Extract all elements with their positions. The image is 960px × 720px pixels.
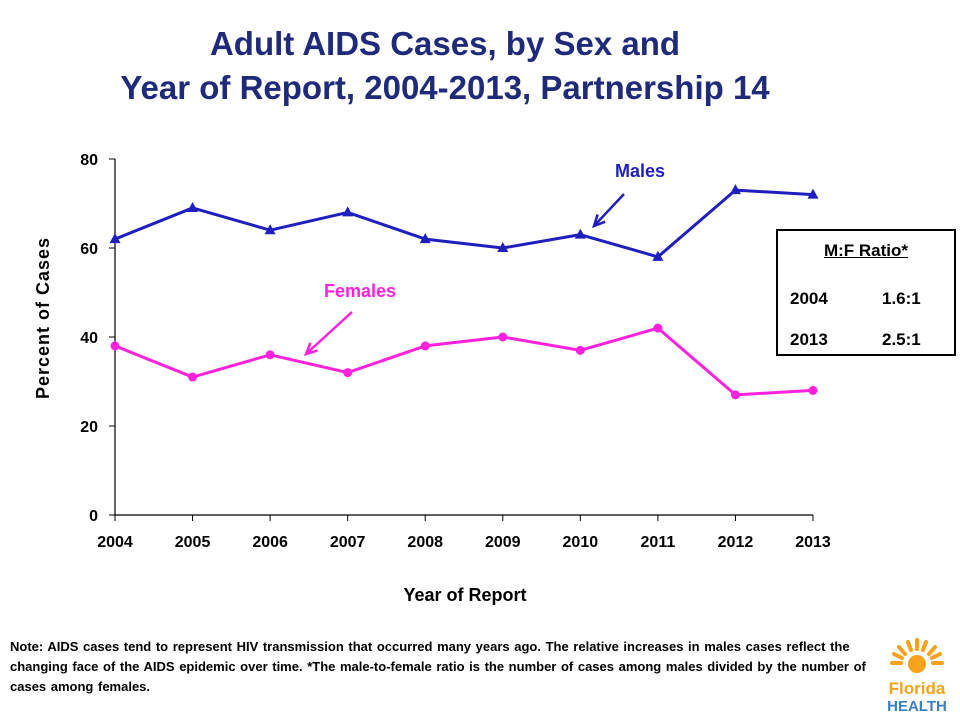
sun-icon bbox=[890, 638, 944, 673]
males-annotation-arrow bbox=[593, 193, 625, 227]
males-point bbox=[342, 206, 354, 217]
y-tick-label: 40 bbox=[80, 330, 98, 347]
males-point bbox=[497, 242, 509, 252]
females-point bbox=[498, 332, 508, 342]
mf-ratio-box: M:F Ratio* 2004 1.6:1 2013 2.5:1 bbox=[776, 229, 956, 356]
x-tick-label: 2009 bbox=[485, 534, 521, 551]
x-tick-label: 2011 bbox=[641, 534, 676, 551]
chart-title-line-2: Year of Report, 2004-2013, Partnership 1… bbox=[120, 69, 770, 106]
males-point bbox=[807, 188, 819, 199]
females-point bbox=[653, 323, 663, 333]
females-point bbox=[265, 350, 275, 360]
x-tick-label: 2004 bbox=[97, 534, 133, 551]
x-tick-label: 2010 bbox=[563, 534, 599, 551]
females-point bbox=[575, 345, 585, 355]
x-tick-label: 2008 bbox=[407, 534, 443, 551]
chart-title: Adult AIDS Cases, by Sex and Year of Rep… bbox=[0, 22, 890, 110]
males-annotation-label: Males bbox=[615, 161, 665, 181]
x-axis-title: Year of Report bbox=[403, 585, 526, 605]
y-axis-title: Percent of Cases bbox=[33, 237, 53, 399]
x-tick-label: 2005 bbox=[175, 534, 211, 551]
females-point bbox=[188, 372, 198, 382]
footnote: Note: AIDS cases tend to represent HIV t… bbox=[10, 639, 866, 694]
males-point bbox=[264, 224, 276, 235]
males-point bbox=[187, 201, 199, 212]
ratio-header: M:F Ratio* bbox=[823, 241, 909, 260]
females-annotation-arrow bbox=[305, 311, 353, 355]
y-tick-label: 0 bbox=[89, 508, 98, 525]
y-tick-label: 20 bbox=[80, 419, 98, 436]
y-tick-label: 80 bbox=[80, 152, 98, 169]
y-tick-label: 60 bbox=[80, 241, 98, 258]
males-arrowhead-icon bbox=[592, 214, 606, 229]
females-point bbox=[343, 368, 353, 378]
logo-text-florida: Florida bbox=[889, 679, 946, 698]
females-series-line bbox=[114, 326, 814, 397]
males-series-line bbox=[114, 188, 814, 259]
ratio-value: 1.6:1 bbox=[882, 289, 921, 308]
x-tick-label: 2007 bbox=[330, 534, 366, 551]
x-tick-label: 2006 bbox=[252, 534, 288, 551]
females-arrowhead-icon bbox=[303, 342, 318, 356]
ratio-value: 2.5:1 bbox=[882, 330, 921, 349]
florida-health-logo: Florida HEALTH bbox=[882, 636, 952, 714]
chart-title-line-1: Adult AIDS Cases, by Sex and bbox=[209, 25, 681, 62]
females-point bbox=[730, 390, 740, 400]
males-point bbox=[652, 250, 664, 261]
females-point bbox=[420, 341, 430, 351]
males-point bbox=[109, 233, 121, 244]
males-point bbox=[729, 184, 741, 195]
females-annotation-label: Females bbox=[324, 281, 396, 301]
x-tick-label: 2012 bbox=[718, 534, 754, 551]
ratio-year: 2013 bbox=[790, 330, 828, 349]
females-point bbox=[110, 341, 120, 351]
logo-text-health: HEALTH bbox=[887, 698, 947, 714]
x-tick-label: 2013 bbox=[795, 534, 831, 551]
males-point bbox=[574, 228, 586, 239]
ratio-year: 2004 bbox=[790, 289, 828, 308]
males-point bbox=[419, 233, 431, 244]
females-point bbox=[808, 385, 818, 395]
